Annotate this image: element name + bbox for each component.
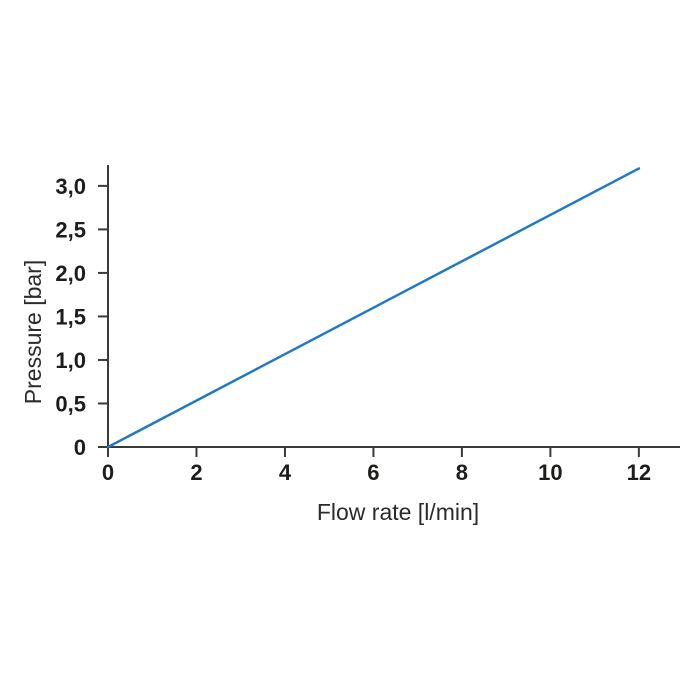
- x-tick-label: 8: [456, 460, 468, 485]
- x-tick-label: 10: [538, 460, 562, 485]
- x-tick-label: 12: [627, 460, 651, 485]
- y-axis-label: Pressure [bar]: [20, 260, 46, 404]
- series-line-pressure-vs-flow-rate: [106, 167, 641, 449]
- y-axis: 0 0,5 1,0 1,5 2,0 2,5 3,0: [55, 165, 109, 460]
- y-tick-label: 1,0: [55, 348, 86, 373]
- y-tick-label: 1,5: [55, 304, 86, 329]
- x-tick-label: 2: [190, 460, 202, 485]
- x-tick-label: 6: [367, 460, 379, 485]
- y-tick-label: 0,5: [55, 391, 86, 416]
- y-tick-label: 2,0: [55, 261, 86, 286]
- x-tick-label: 0: [102, 460, 114, 485]
- y-tick-label: 2,5: [55, 217, 86, 242]
- data-series: [106, 167, 641, 449]
- x-tick-label: 4: [279, 460, 292, 485]
- x-axis-label: Flow rate [l/min]: [317, 499, 479, 525]
- y-tick-label: 0: [74, 435, 86, 460]
- x-axis: 0 2 4 6 8 10 12: [102, 446, 680, 485]
- y-tick-label: 3,0: [55, 174, 86, 199]
